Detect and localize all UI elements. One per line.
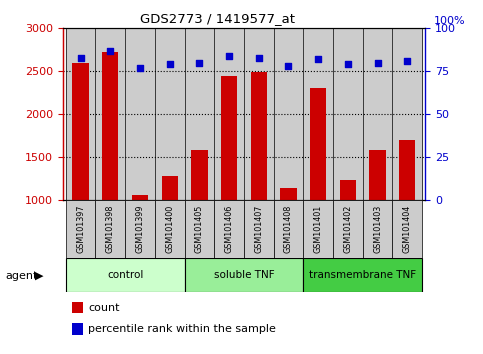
- Bar: [155, 200, 185, 258]
- Bar: [392, 28, 422, 200]
- Bar: [125, 28, 155, 200]
- Bar: [273, 28, 303, 200]
- Bar: [363, 28, 392, 200]
- Text: GSM101406: GSM101406: [225, 205, 234, 253]
- Text: percentile rank within the sample: percentile rank within the sample: [88, 324, 276, 334]
- Bar: [102, 52, 118, 200]
- Text: GSM101401: GSM101401: [313, 205, 323, 253]
- Point: [166, 62, 173, 67]
- Text: GSM101403: GSM101403: [373, 205, 382, 253]
- Point: [77, 55, 85, 60]
- Bar: [185, 28, 214, 200]
- Text: ▶: ▶: [35, 271, 43, 281]
- Bar: [214, 200, 244, 258]
- Point: [106, 48, 114, 53]
- Bar: [310, 87, 327, 200]
- Bar: [280, 188, 297, 200]
- Bar: [392, 200, 422, 258]
- Text: GSM101408: GSM101408: [284, 205, 293, 253]
- Point: [284, 63, 292, 69]
- Bar: [369, 150, 386, 200]
- Bar: [251, 72, 267, 200]
- Bar: [333, 28, 363, 200]
- Text: soluble TNF: soluble TNF: [213, 270, 274, 280]
- Bar: [185, 258, 303, 292]
- Bar: [191, 150, 208, 200]
- Text: GSM101407: GSM101407: [254, 205, 263, 253]
- Point: [374, 60, 382, 65]
- Point: [255, 55, 263, 60]
- Bar: [340, 180, 356, 200]
- Bar: [303, 200, 333, 258]
- Bar: [125, 200, 155, 258]
- Point: [314, 56, 322, 62]
- Bar: [96, 200, 125, 258]
- Bar: [214, 28, 244, 200]
- Bar: [66, 200, 96, 258]
- Point: [136, 65, 144, 71]
- Bar: [72, 63, 89, 200]
- Bar: [161, 176, 178, 200]
- Text: GSM101399: GSM101399: [136, 205, 144, 253]
- Point: [196, 60, 203, 65]
- Bar: [303, 258, 422, 292]
- Bar: [303, 28, 333, 200]
- Text: transmembrane TNF: transmembrane TNF: [309, 270, 416, 280]
- Text: GSM101397: GSM101397: [76, 205, 85, 253]
- Text: 100%: 100%: [433, 16, 465, 25]
- Point: [344, 62, 352, 67]
- Bar: [185, 200, 214, 258]
- Bar: [66, 258, 185, 292]
- Text: GSM101398: GSM101398: [106, 205, 115, 253]
- Text: GDS2773 / 1419577_at: GDS2773 / 1419577_at: [140, 12, 295, 25]
- Bar: [244, 200, 273, 258]
- Text: GSM101405: GSM101405: [195, 205, 204, 253]
- Bar: [399, 140, 415, 200]
- Bar: [66, 28, 96, 200]
- Text: GSM101402: GSM101402: [343, 205, 352, 253]
- Bar: [221, 76, 237, 200]
- Bar: [333, 200, 363, 258]
- Bar: [155, 28, 185, 200]
- Point: [403, 58, 411, 64]
- Bar: [96, 28, 125, 200]
- Bar: [273, 200, 303, 258]
- Text: control: control: [107, 270, 143, 280]
- Text: GSM101400: GSM101400: [165, 205, 174, 253]
- Text: count: count: [88, 303, 120, 313]
- Point: [225, 53, 233, 59]
- Bar: [244, 28, 273, 200]
- Bar: [363, 200, 392, 258]
- Bar: [132, 195, 148, 200]
- Text: agent: agent: [6, 271, 38, 281]
- Text: GSM101404: GSM101404: [403, 205, 412, 253]
